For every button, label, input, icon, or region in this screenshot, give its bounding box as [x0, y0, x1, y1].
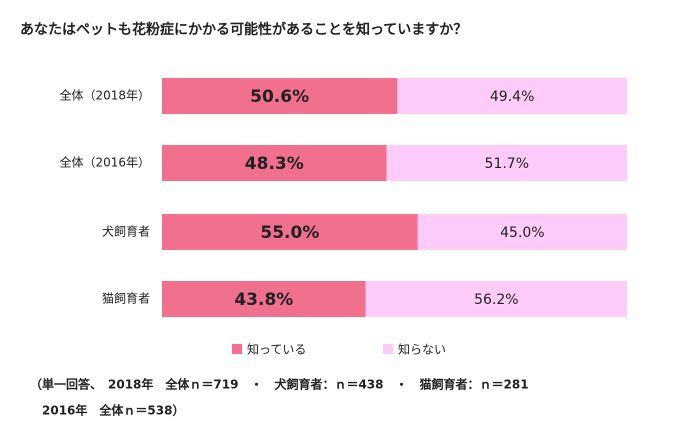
legend-label: 知らない: [398, 343, 446, 357]
bar-segment: [417, 214, 627, 250]
footnote: （単一回答、 2018年 全体ｎ＝719 ・ 犬飼育者：ｎ＝438 ・ 猫飼育者…: [30, 377, 529, 392]
chart-title: あなたはペットも花粉症にかかる可能性があることを知っていますか？: [20, 21, 467, 38]
y-tick-label: 全体（2018年）: [59, 88, 150, 103]
bar-segment: [162, 281, 366, 317]
bar-segment: [162, 214, 418, 250]
y-tick-label: 犬飼育者: [102, 224, 150, 239]
value-label: 43.8%: [234, 290, 293, 310]
footnote: 2016年 全体ｎ＝538）: [42, 403, 184, 418]
value-label: 48.3%: [245, 154, 304, 174]
value-label: 56.2%: [474, 292, 518, 308]
bar-segment: [162, 78, 398, 114]
legend-swatch: [232, 344, 242, 354]
value-label: 55.0%: [260, 223, 319, 243]
bar-segment: [397, 78, 627, 114]
value-label: 45.0%: [500, 225, 544, 241]
y-tick-label: 猫飼育者: [102, 291, 150, 306]
value-label: 51.7%: [485, 156, 529, 172]
bar-segment: [365, 281, 627, 317]
legend-swatch: [383, 344, 393, 354]
bar-segment: [162, 145, 387, 181]
y-tick-label: 全体（2016年）: [59, 155, 150, 170]
bar-segment: [386, 145, 627, 181]
value-label: 50.6%: [250, 87, 309, 107]
value-label: 49.4%: [490, 89, 534, 105]
legend-label: 知っている: [247, 343, 306, 357]
